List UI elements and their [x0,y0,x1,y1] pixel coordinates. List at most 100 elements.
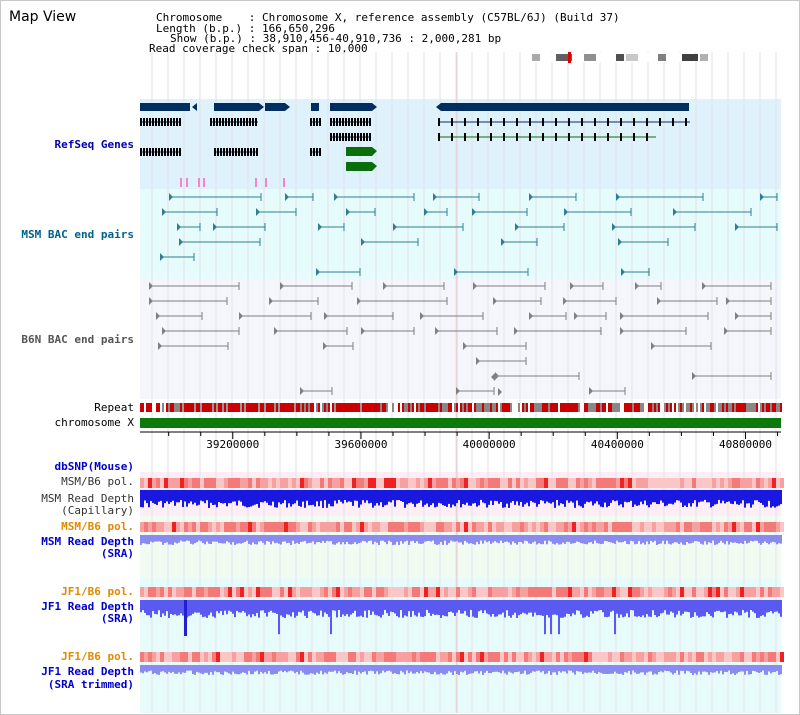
repeat-segment [514,403,516,412]
read-depth-bar [682,600,684,614]
read-depth-bar [570,535,572,544]
read-depth-bar [190,600,192,616]
track-label-jf1-b6-pol-1[interactable]: JF1/B6 pol. [61,585,134,598]
polymorphism-cell [560,478,564,488]
track-label-jf1-b6-pol-2[interactable]: JF1/B6 pol. [61,650,134,663]
read-depth-bar [218,600,220,614]
repeat-segment [206,403,208,412]
read-depth-bar [598,535,600,544]
polymorphism-cell [756,478,760,488]
gene-exon [542,118,544,126]
gene-exon [167,148,169,156]
read-depth-bar [258,535,260,542]
polymorphism-cell [468,652,472,662]
polymorphism-cell [176,478,180,488]
ideogram-band [616,54,624,61]
msm-bac-pair-end [529,193,533,201]
read-depth-bar [328,535,330,542]
read-depth-bar [570,490,572,502]
polymorphism-cell [164,522,168,532]
repeat-segment [396,403,398,412]
read-depth-bar [264,490,266,502]
b6n-bac-end [491,373,495,381]
track-label-chromosome[interactable]: chromosome X [54,416,134,429]
repeat-segment [194,403,196,412]
read-depth-bar [252,600,254,615]
polymorphism-cell [656,478,660,488]
read-depth-bar [750,600,752,610]
read-depth-bar [278,665,280,672]
read-depth-bar [596,665,598,674]
repeat-segment [310,403,312,412]
read-depth-bar [594,665,596,673]
repeat-segment [586,403,588,412]
polymorphism-cell [740,652,744,662]
polymorphism-cell [504,587,508,597]
track-label-msm-b6-pol-1[interactable]: MSM/B6 pol. [61,475,134,488]
track-label-jf1-depth-trim[interactable]: JF1 Read Depth [41,665,134,678]
read-depth-bar [718,535,720,543]
repeat-segment [566,403,568,412]
read-depth-bar [688,490,690,504]
read-depth-bar [586,490,588,502]
repeat-segment [534,403,536,412]
repeat-segment [522,403,524,412]
track-label-msm-bac[interactable]: MSM BAC end pairs [21,228,134,241]
polymorphism-cell [284,522,288,532]
read-depth-bar [162,490,164,508]
track-label-dbsnp[interactable]: dbSNP(Mouse) [54,460,134,473]
read-depth-bar [608,490,610,506]
read-depth-bar [252,535,254,543]
track-label-refseq-genes[interactable]: RefSeq Genes [54,138,134,151]
polymorphism-cell [500,587,504,597]
track-label-jf1-depth-sra[interactable]: JF1 Read Depth [41,600,134,613]
polymorphism-cell [248,587,252,597]
track-label-b6n-bac[interactable]: B6N BAC end pairs [21,333,134,346]
gene-exon [633,133,635,141]
read-depth-bar [762,600,764,616]
repeat-segment [382,403,384,412]
repeat-segment [470,403,472,412]
read-depth-bar [660,490,662,501]
polymorphism-cell [304,522,308,532]
read-depth-bar [284,535,286,542]
polymorphism-cell [744,652,748,662]
polymorphism-cell [204,652,208,662]
polymorphism-cell [368,478,372,488]
read-depth-bar [714,665,716,673]
track-label-msm-depth-sra[interactable]: MSM Read Depth [41,535,134,548]
read-depth-bar [622,600,624,618]
read-depth-bar [642,490,644,505]
read-depth-bar [496,535,498,543]
read-depth-bar [160,600,162,618]
read-depth-bar [334,665,336,671]
read-depth-bar [172,665,174,672]
read-depth-bar [280,490,282,505]
read-depth-bar [476,600,478,618]
read-depth-bar [332,665,334,672]
read-depth-bar [760,490,762,503]
read-depth-bar [456,665,458,675]
track-label-msm-b6-pol-2[interactable]: MSM/B6 pol. [61,520,134,533]
track-label-msm-depth-cap[interactable]: MSM Read Depth [41,492,134,505]
read-depth-bar [274,535,276,544]
polymorphism-cell [756,522,760,532]
read-depth-bar [590,665,592,673]
read-depth-bar [242,490,244,506]
read-depth-bar [724,600,726,612]
read-depth-bar [380,600,382,618]
polymorphism-cell [696,587,700,597]
polymorphism-cell [588,522,592,532]
read-depth-bar [520,665,522,674]
track-label-repeat[interactable]: Repeat [94,401,134,414]
read-depth-bar [616,490,618,501]
read-depth-bar [432,535,434,541]
read-depth-bar [580,600,582,615]
repeat-segment [472,403,474,412]
read-depth-bar [564,535,566,544]
gene-exon [542,133,544,141]
read-depth-bar [676,600,678,615]
read-depth-bar [400,490,402,502]
repeat-segment [778,403,780,412]
